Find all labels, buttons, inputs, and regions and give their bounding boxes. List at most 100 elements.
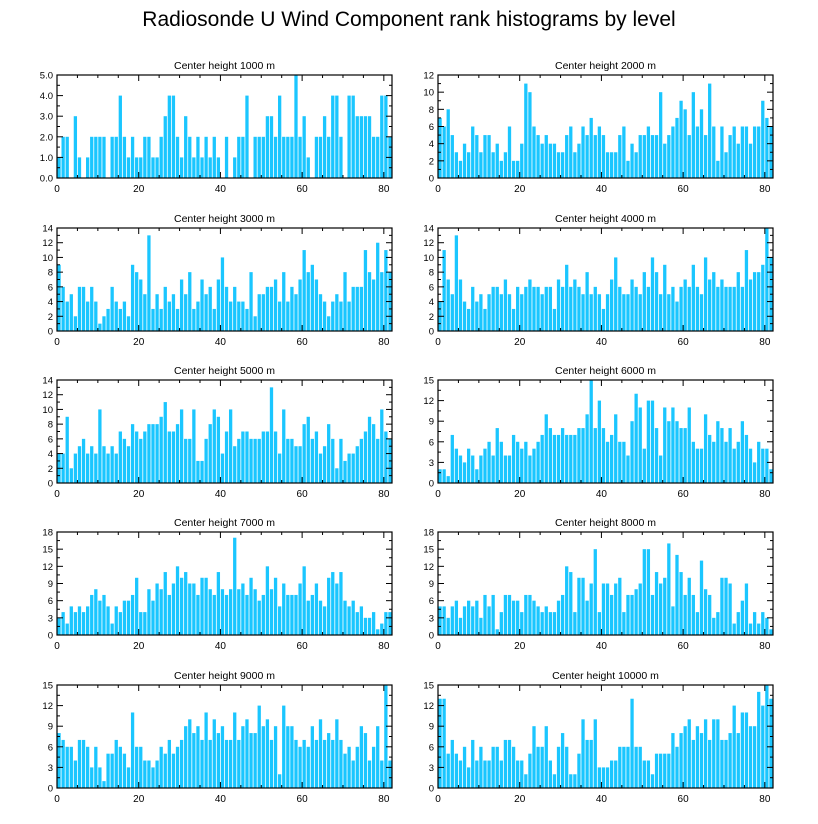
- bar: [687, 407, 691, 483]
- bar: [479, 746, 483, 788]
- x-tick-label: 80: [759, 337, 771, 348]
- bar: [634, 286, 638, 331]
- x-tick-label: 80: [378, 337, 390, 348]
- bar: [102, 136, 106, 178]
- bar: [659, 92, 663, 178]
- panel-title: Center height 9000 m: [174, 670, 275, 682]
- bar: [654, 272, 659, 331]
- bar: [446, 753, 450, 788]
- bar: [73, 612, 78, 635]
- bar: [683, 594, 687, 635]
- bar: [159, 136, 163, 178]
- bar: [556, 152, 561, 178]
- bar: [552, 434, 557, 483]
- y-tick-label: 9: [429, 722, 434, 733]
- bar: [675, 554, 679, 635]
- bar: [720, 428, 724, 483]
- bar: [204, 438, 208, 483]
- bar: [192, 583, 196, 635]
- y-tick-label: 0: [429, 784, 434, 795]
- bar: [540, 612, 544, 635]
- bar: [442, 126, 446, 178]
- bar: [380, 95, 384, 178]
- bar: [761, 705, 765, 788]
- bar: [81, 286, 86, 331]
- bar: [516, 286, 520, 331]
- bar: [351, 600, 355, 635]
- panel-title: Center height 2000 m: [555, 60, 656, 72]
- bar: [233, 712, 237, 788]
- bar: [184, 116, 188, 178]
- bar: [560, 428, 565, 483]
- bar: [57, 264, 61, 331]
- bar: [761, 264, 765, 331]
- bar: [638, 135, 642, 178]
- bar: [748, 726, 753, 788]
- x-tick-label: 80: [759, 641, 771, 652]
- bar: [471, 606, 475, 635]
- y-tick-label: 4: [48, 297, 53, 308]
- bar: [679, 428, 683, 483]
- bar: [589, 294, 593, 331]
- bar: [695, 448, 700, 483]
- bar: [573, 434, 577, 483]
- bar: [691, 92, 695, 178]
- bar: [560, 733, 565, 788]
- bar: [724, 739, 728, 788]
- bar: [654, 428, 659, 483]
- y-tick-label: 5.0: [40, 71, 53, 82]
- bar: [359, 438, 364, 483]
- y-tick-label: 9: [48, 579, 53, 590]
- bar: [286, 594, 290, 635]
- bar: [286, 136, 290, 178]
- bar: [278, 606, 282, 635]
- bar: [335, 294, 339, 331]
- bar: [376, 136, 380, 178]
- bar: [536, 606, 540, 635]
- bar: [761, 612, 765, 635]
- bar: [446, 279, 450, 331]
- bar: [339, 739, 343, 788]
- bar: [61, 739, 65, 788]
- bar: [224, 594, 229, 635]
- bar: [467, 448, 471, 483]
- bar: [314, 431, 319, 483]
- x-tick-label: 40: [215, 641, 227, 652]
- x-tick-label: 60: [297, 641, 309, 652]
- bar: [339, 136, 343, 178]
- bar: [265, 431, 270, 483]
- bar: [139, 157, 143, 178]
- bar: [143, 431, 147, 483]
- bar: [585, 739, 589, 788]
- bar: [302, 566, 306, 635]
- bar: [548, 428, 552, 483]
- bar: [306, 416, 310, 483]
- bar: [331, 739, 335, 788]
- bar: [208, 739, 212, 788]
- bar: [663, 264, 667, 331]
- bar: [724, 152, 728, 178]
- bar: [110, 623, 114, 635]
- bar: [491, 746, 495, 788]
- bar: [499, 760, 503, 788]
- bar: [671, 606, 675, 635]
- bar: [593, 549, 597, 635]
- bar: [556, 279, 561, 331]
- bar: [212, 409, 216, 483]
- bar: [581, 126, 585, 178]
- bar: [179, 577, 184, 635]
- bar: [659, 294, 663, 331]
- x-tick-label: 20: [514, 794, 526, 805]
- bar: [69, 606, 73, 635]
- x-tick-label: 40: [215, 184, 227, 195]
- bar: [257, 438, 261, 483]
- y-tick-label: 3: [429, 613, 434, 624]
- bar: [585, 414, 589, 483]
- bar: [503, 739, 508, 788]
- bar: [261, 431, 265, 483]
- x-tick-label: 60: [297, 337, 309, 348]
- bar: [335, 468, 339, 483]
- y-tick-label: 4: [429, 297, 434, 308]
- bar: [483, 594, 487, 635]
- y-tick-label: 2: [48, 464, 53, 475]
